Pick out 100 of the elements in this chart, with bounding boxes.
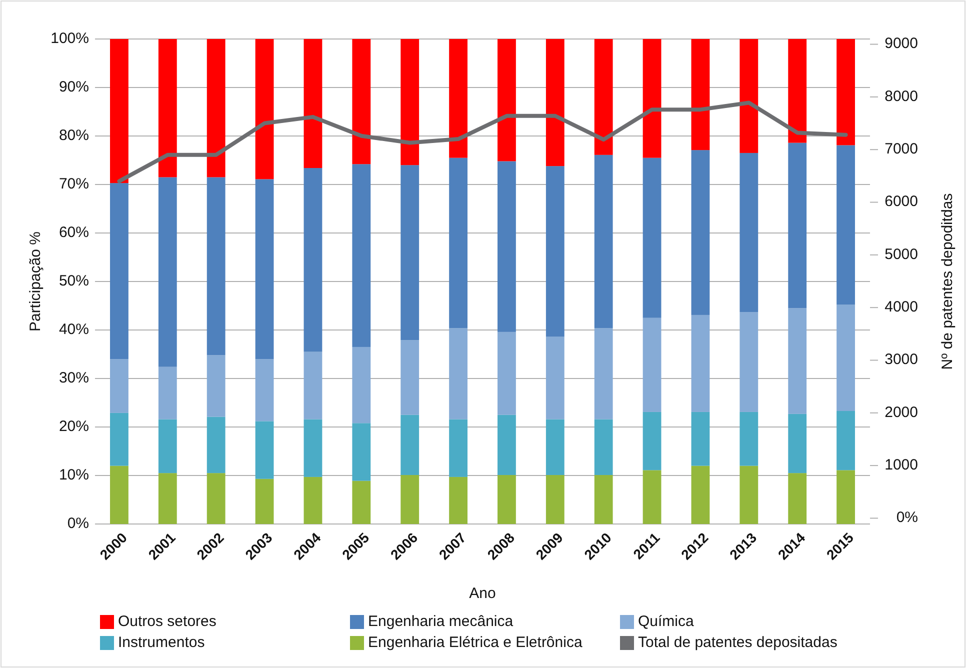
y2-tick-label: 2000: [884, 404, 918, 421]
bar: [594, 419, 613, 476]
bar: [158, 473, 177, 524]
legend-label: Engenharia Elétrica e Eletrônica: [368, 634, 583, 651]
bar: [691, 314, 710, 412]
bar: [449, 419, 468, 477]
bar: [158, 419, 177, 474]
bar: [836, 470, 855, 524]
bar: [206, 355, 226, 417]
bar: [594, 328, 613, 420]
y2-tick-label: 0%: [896, 509, 918, 526]
bar: [691, 412, 710, 466]
bar: [740, 39, 758, 153]
bar: [255, 359, 274, 422]
bar: [546, 336, 564, 420]
y2-tick-label: 7000: [884, 140, 918, 158]
y2-tick-label: 8000: [884, 88, 918, 105]
bar: [400, 340, 420, 415]
bar: [788, 473, 807, 524]
bar: [400, 414, 420, 476]
bar: [788, 142, 807, 308]
bar: [304, 352, 322, 420]
bar: [546, 419, 564, 476]
y-tick-label: 70%: [58, 175, 89, 192]
y2-tick-label: 5000: [884, 246, 918, 263]
bar: [158, 177, 177, 367]
bar: [304, 39, 322, 168]
bar: [498, 414, 516, 476]
bar: [352, 39, 371, 164]
line-series: [117, 100, 848, 184]
bar: [304, 476, 322, 524]
bar: [110, 359, 128, 413]
y-axis-title: Participação %: [26, 231, 44, 332]
y2-tick-label: 1000: [884, 456, 918, 474]
legend-label: Total de patentes depositadas: [638, 634, 838, 651]
bar: [642, 39, 662, 158]
bar: [352, 480, 371, 524]
y2-tick-label: 9000: [884, 35, 918, 52]
bar: [498, 475, 516, 524]
bar: [594, 154, 613, 328]
bar: [594, 39, 613, 155]
bar: [255, 478, 274, 524]
bar: [400, 165, 420, 340]
legend-label: Química: [638, 612, 695, 630]
y-tick-label: 40%: [58, 320, 89, 338]
bar: [642, 318, 662, 412]
bar: [449, 476, 468, 524]
bar: [691, 466, 710, 524]
bar: [498, 332, 516, 415]
y2-tick-label: 4000: [884, 298, 918, 316]
bar: [206, 416, 226, 474]
y-tick-label: 0%: [67, 514, 89, 532]
bar: [691, 150, 710, 315]
bar: [206, 473, 226, 524]
y-tick-label: 30%: [58, 369, 89, 386]
bar: [642, 470, 662, 524]
bar: [642, 158, 662, 318]
y-tick-label: 100%: [50, 30, 89, 47]
y-tick-label: 90%: [58, 78, 89, 96]
bar: [449, 158, 468, 328]
bar: [836, 410, 855, 470]
bar: [110, 412, 128, 466]
y2-tick-label: 6000: [884, 193, 918, 210]
bar: [255, 39, 274, 180]
bar: [352, 346, 371, 424]
y-tick-label: 60%: [58, 224, 89, 241]
bar: [594, 475, 613, 524]
bar: [255, 421, 274, 479]
bar: [642, 412, 662, 470]
bar: [740, 152, 758, 312]
bar: [498, 39, 516, 162]
bar: [255, 179, 274, 360]
y2-tick-label: 3000: [884, 351, 918, 368]
bar: [110, 183, 128, 360]
bar: [400, 475, 420, 524]
bar: [788, 414, 807, 474]
bar: [449, 328, 468, 420]
bar: [158, 366, 177, 420]
bar: [449, 39, 468, 158]
bar: [836, 145, 855, 305]
bar: [788, 39, 807, 143]
y-tick-label: 10%: [58, 466, 89, 484]
y-tick-label: 80%: [58, 126, 89, 144]
bar: [546, 475, 564, 524]
y-tick-label: 50%: [58, 272, 89, 290]
bar: [740, 466, 758, 524]
bar: [158, 39, 177, 178]
bar: [206, 177, 226, 356]
x-axis-title: Ano: [469, 585, 496, 602]
bar: [546, 166, 564, 337]
legend-label: Instrumentos: [118, 634, 205, 651]
bar: [740, 412, 758, 466]
bar: [110, 39, 128, 184]
bar: [836, 39, 855, 146]
bar: [546, 39, 564, 166]
bar: [691, 39, 710, 150]
bar: [836, 304, 855, 411]
y2-axis-title: Nº de patentes depoditdas: [938, 193, 956, 370]
bar: [352, 423, 371, 481]
bar: [110, 466, 128, 524]
